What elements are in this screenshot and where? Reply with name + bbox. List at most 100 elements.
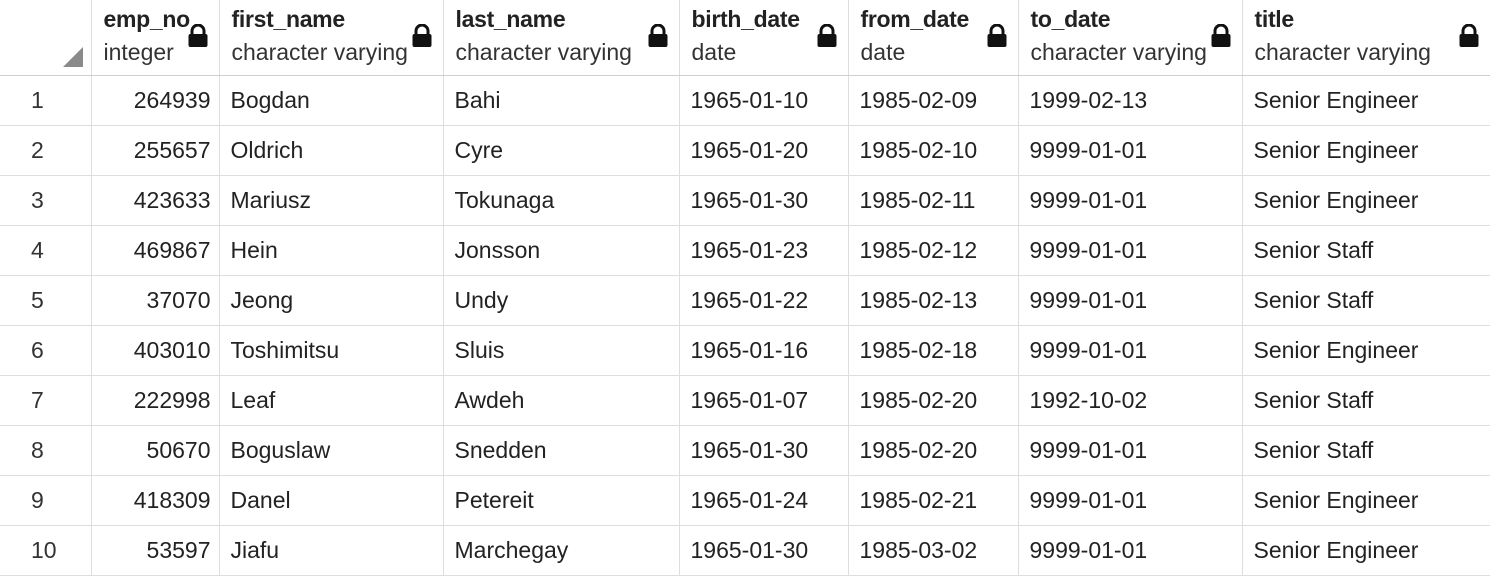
cell-birth-date[interactable]: 1965-01-20 — [679, 125, 849, 176]
cell-last-name[interactable]: Snedden — [443, 425, 680, 476]
select-all-corner[interactable] — [0, 0, 92, 76]
cell-title[interactable]: Senior Engineer — [1242, 525, 1490, 576]
cell-title[interactable]: Senior Engineer — [1242, 125, 1490, 176]
cell-title[interactable]: Senior Staff — [1242, 375, 1490, 426]
cell-from-date[interactable]: 1985-02-13 — [848, 275, 1019, 326]
cell-first-name[interactable]: Toshimitsu — [219, 325, 444, 376]
row-number[interactable]: 9 — [0, 475, 92, 526]
table-row[interactable]: 8 50670 Boguslaw Snedden 1965-01-30 1985… — [0, 425, 1490, 476]
row-number[interactable]: 6 — [0, 325, 92, 376]
table-row[interactable]: 1 264939 Bogdan Bahi 1965-01-10 1985-02-… — [0, 75, 1490, 126]
column-header-last-name[interactable]: last_name character varying — [443, 0, 680, 76]
table-row[interactable]: 9 418309 Danel Petereit 1965-01-24 1985-… — [0, 475, 1490, 526]
column-header-first-name[interactable]: first_name character varying — [219, 0, 444, 76]
cell-emp-no[interactable]: 264939 — [91, 75, 220, 126]
cell-emp-no[interactable]: 222998 — [91, 375, 220, 426]
column-type: integer — [103, 39, 174, 65]
column-header-emp-no[interactable]: emp_no integer — [91, 0, 220, 76]
cell-title[interactable]: Senior Engineer — [1242, 75, 1490, 126]
lock-icon — [648, 24, 667, 47]
cell-last-name[interactable]: Marchegay — [443, 525, 680, 576]
row-number[interactable]: 2 — [0, 125, 92, 176]
cell-title[interactable]: Senior Staff — [1242, 225, 1490, 276]
cell-from-date[interactable]: 1985-02-10 — [848, 125, 1019, 176]
cell-to-date[interactable]: 1999-02-13 — [1018, 75, 1243, 126]
cell-title[interactable]: Senior Engineer — [1242, 175, 1490, 226]
cell-from-date[interactable]: 1985-02-12 — [848, 225, 1019, 276]
column-header-to-date[interactable]: to_date character varying — [1018, 0, 1243, 76]
cell-first-name[interactable]: Jeong — [219, 275, 444, 326]
table-row[interactable]: 10 53597 Jiafu Marchegay 1965-01-30 1985… — [0, 525, 1490, 576]
cell-birth-date[interactable]: 1965-01-30 — [679, 525, 849, 576]
cell-last-name[interactable]: Undy — [443, 275, 680, 326]
cell-from-date[interactable]: 1985-02-20 — [848, 425, 1019, 476]
row-number[interactable]: 5 — [0, 275, 92, 326]
cell-to-date[interactable]: 9999-01-01 — [1018, 275, 1243, 326]
cell-emp-no[interactable]: 37070 — [91, 275, 220, 326]
row-number[interactable]: 7 — [0, 375, 92, 426]
cell-birth-date[interactable]: 1965-01-24 — [679, 475, 849, 526]
cell-birth-date[interactable]: 1965-01-16 — [679, 325, 849, 376]
cell-emp-no[interactable]: 418309 — [91, 475, 220, 526]
cell-birth-date[interactable]: 1965-01-30 — [679, 175, 849, 226]
column-header-title[interactable]: title character varying — [1242, 0, 1490, 76]
cell-from-date[interactable]: 1985-02-20 — [848, 375, 1019, 426]
cell-to-date[interactable]: 9999-01-01 — [1018, 175, 1243, 226]
cell-to-date[interactable]: 9999-01-01 — [1018, 225, 1243, 276]
cell-emp-no[interactable]: 423633 — [91, 175, 220, 226]
column-header-from-date[interactable]: from_date date — [848, 0, 1019, 76]
cell-to-date[interactable]: 9999-01-01 — [1018, 425, 1243, 476]
cell-last-name[interactable]: Tokunaga — [443, 175, 680, 226]
cell-emp-no[interactable]: 469867 — [91, 225, 220, 276]
cell-first-name[interactable]: Hein — [219, 225, 444, 276]
cell-emp-no[interactable]: 403010 — [91, 325, 220, 376]
row-number[interactable]: 10 — [0, 525, 92, 576]
cell-last-name[interactable]: Awdeh — [443, 375, 680, 426]
cell-first-name[interactable]: Leaf — [219, 375, 444, 426]
cell-first-name[interactable]: Oldrich — [219, 125, 444, 176]
cell-to-date[interactable]: 9999-01-01 — [1018, 525, 1243, 576]
cell-birth-date[interactable]: 1965-01-22 — [679, 275, 849, 326]
cell-last-name[interactable]: Jonsson — [443, 225, 680, 276]
cell-to-date[interactable]: 9999-01-01 — [1018, 475, 1243, 526]
table-row[interactable]: 6 403010 Toshimitsu Sluis 1965-01-16 198… — [0, 325, 1490, 376]
table-row[interactable]: 2 255657 Oldrich Cyre 1965-01-20 1985-02… — [0, 125, 1490, 176]
table-row[interactable]: 4 469867 Hein Jonsson 1965-01-23 1985-02… — [0, 225, 1490, 276]
cell-first-name[interactable]: Jiafu — [219, 525, 444, 576]
cell-title[interactable]: Senior Engineer — [1242, 475, 1490, 526]
cell-last-name[interactable]: Sluis — [443, 325, 680, 376]
cell-last-name[interactable]: Bahi — [443, 75, 680, 126]
cell-birth-date[interactable]: 1965-01-30 — [679, 425, 849, 476]
cell-from-date[interactable]: 1985-02-09 — [848, 75, 1019, 126]
cell-emp-no[interactable]: 53597 — [91, 525, 220, 576]
cell-emp-no[interactable]: 50670 — [91, 425, 220, 476]
row-number[interactable]: 1 — [0, 75, 92, 126]
table-row[interactable]: 3 423633 Mariusz Tokunaga 1965-01-30 198… — [0, 175, 1490, 226]
cell-birth-date[interactable]: 1965-01-23 — [679, 225, 849, 276]
cell-from-date[interactable]: 1985-02-21 — [848, 475, 1019, 526]
table-row[interactable]: 7 222998 Leaf Awdeh 1965-01-07 1985-02-2… — [0, 375, 1490, 426]
cell-from-date[interactable]: 1985-02-18 — [848, 325, 1019, 376]
cell-last-name[interactable]: Petereit — [443, 475, 680, 526]
row-number[interactable]: 3 — [0, 175, 92, 226]
cell-last-name[interactable]: Cyre — [443, 125, 680, 176]
cell-first-name[interactable]: Boguslaw — [219, 425, 444, 476]
row-number[interactable]: 4 — [0, 225, 92, 276]
column-header-birth-date[interactable]: birth_date date — [679, 0, 849, 76]
cell-from-date[interactable]: 1985-03-02 — [848, 525, 1019, 576]
cell-to-date[interactable]: 9999-01-01 — [1018, 325, 1243, 376]
cell-title[interactable]: Senior Staff — [1242, 425, 1490, 476]
cell-title[interactable]: Senior Engineer — [1242, 325, 1490, 376]
cell-first-name[interactable]: Bogdan — [219, 75, 444, 126]
cell-to-date[interactable]: 1992-10-02 — [1018, 375, 1243, 426]
row-number[interactable]: 8 — [0, 425, 92, 476]
table-row[interactable]: 5 37070 Jeong Undy 1965-01-22 1985-02-13… — [0, 275, 1490, 326]
cell-from-date[interactable]: 1985-02-11 — [848, 175, 1019, 226]
cell-to-date[interactable]: 9999-01-01 — [1018, 125, 1243, 176]
cell-birth-date[interactable]: 1965-01-10 — [679, 75, 849, 126]
cell-first-name[interactable]: Danel — [219, 475, 444, 526]
cell-emp-no[interactable]: 255657 — [91, 125, 220, 176]
cell-first-name[interactable]: Mariusz — [219, 175, 444, 226]
cell-birth-date[interactable]: 1965-01-07 — [679, 375, 849, 426]
cell-title[interactable]: Senior Staff — [1242, 275, 1490, 326]
